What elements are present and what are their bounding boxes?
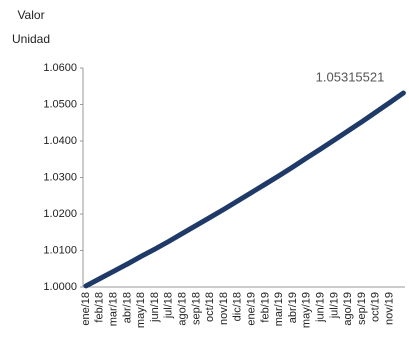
x-tick-label: mar/19	[273, 292, 285, 326]
y-tick-label: 1.0000	[43, 281, 77, 293]
y-tick-label: 1.0300	[43, 171, 77, 183]
annotation: 1.05315521	[316, 69, 385, 84]
y-tick-label: 1.0100	[43, 244, 77, 256]
y-tick-label: 1.0600	[43, 62, 77, 74]
y-axis-label: Valor Unidad	[11, 8, 51, 46]
x-tick-label: jun/19	[315, 292, 327, 323]
x-tick-label: jun/18	[149, 292, 161, 323]
x-tick-label: oct/18	[204, 292, 216, 322]
x-tick-label: jul/18	[163, 292, 175, 319]
x-tick-label: jul/19	[328, 292, 340, 319]
x-tick-label: nov/19	[384, 292, 396, 325]
x-tick-label: oct/19	[370, 292, 382, 322]
x-tick-label: feb/18	[94, 292, 106, 323]
x-tick-label: may/18	[135, 292, 147, 328]
y-tick-label: 1.0200	[43, 208, 77, 220]
x-tick-label: abr/19	[287, 292, 299, 323]
x-tick-label: abr/18	[121, 292, 133, 323]
x-tick-label: feb/19	[259, 292, 271, 323]
x-tick-label: ago/19	[342, 292, 354, 326]
x-tick-label: sep/18	[190, 292, 202, 325]
y-tick-label: 1.0500	[43, 98, 77, 110]
y-tick-label: 1.0400	[43, 135, 77, 147]
x-tick-label: sep/19	[356, 292, 368, 325]
x-tick-label: ene/19	[246, 292, 258, 326]
x-tick-label: dic/18	[232, 292, 244, 321]
line	[83, 90, 406, 289]
x-tick-label: may/19	[301, 292, 313, 328]
x-tick-label: ene/18	[80, 292, 92, 326]
x-tick-label: ago/18	[177, 292, 189, 326]
x-tick-label: nov/18	[218, 292, 230, 325]
x-tick-label: mar/18	[108, 292, 120, 326]
